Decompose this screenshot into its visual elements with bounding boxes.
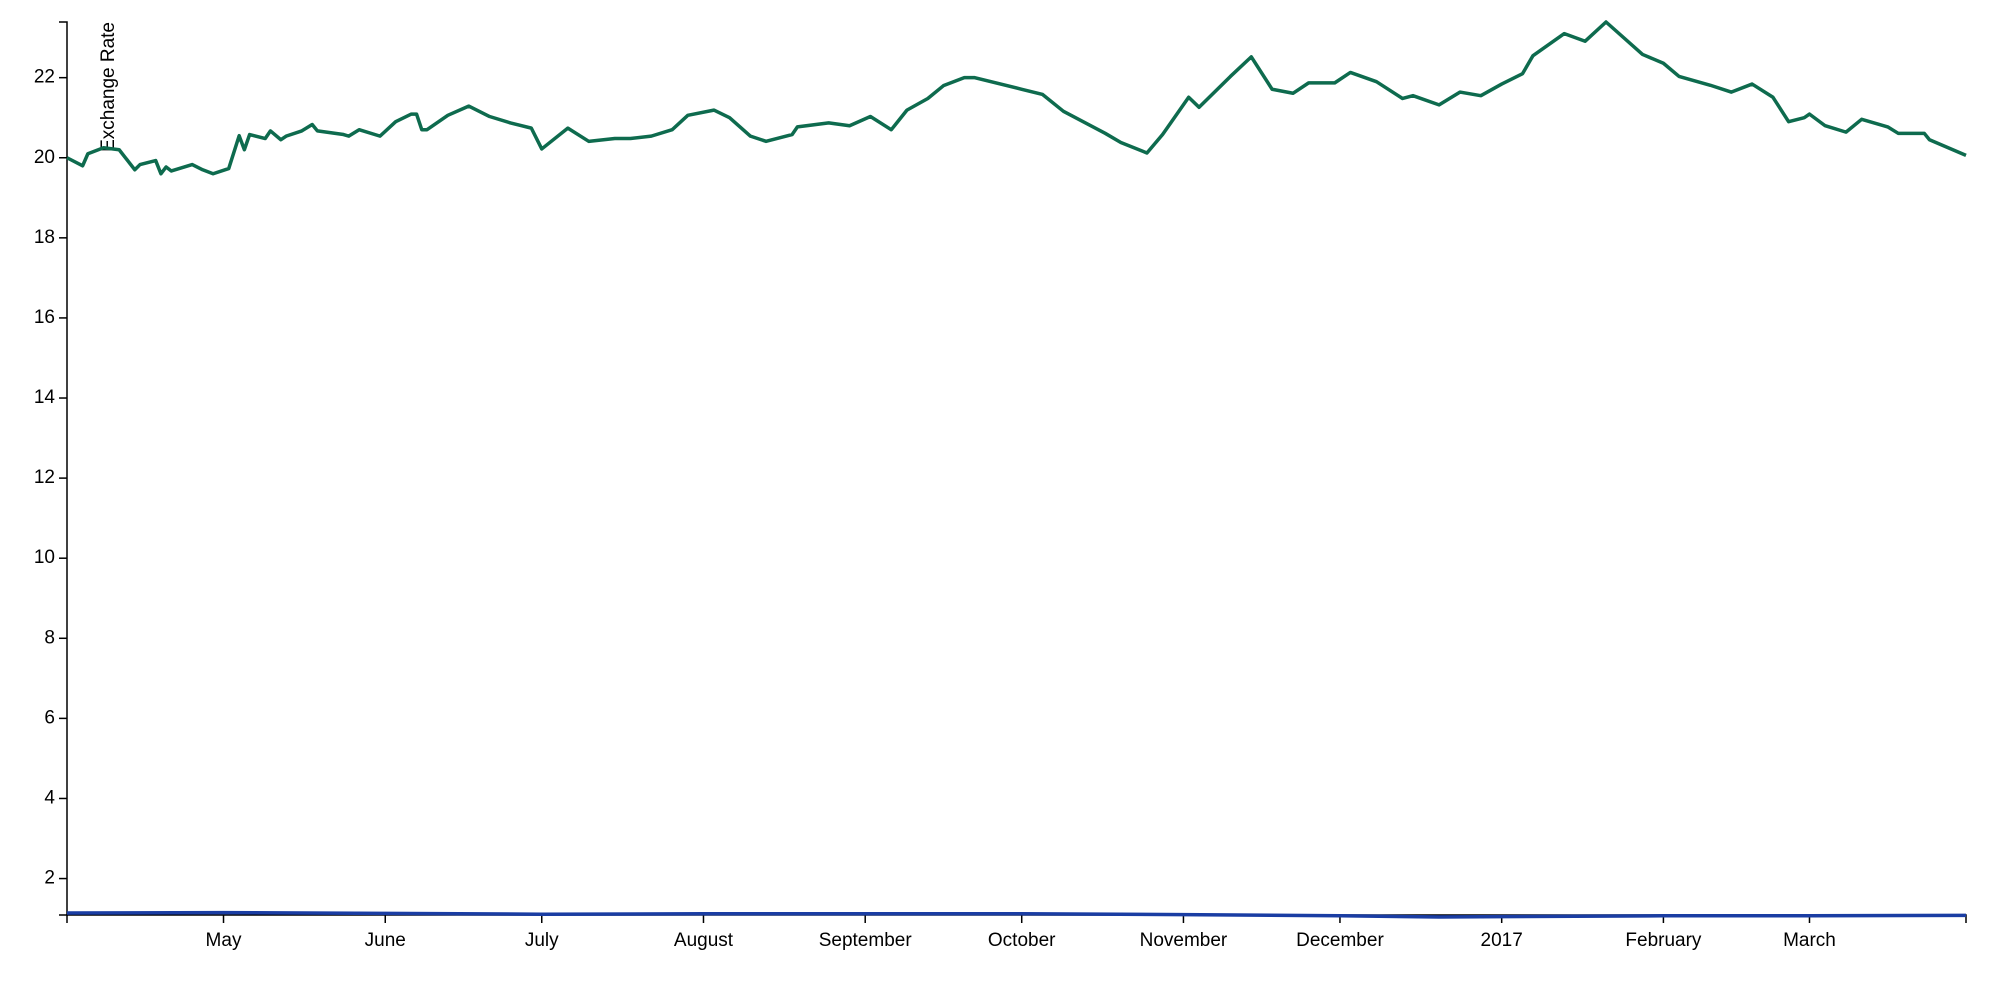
x-tick-label: 2017 [1481, 930, 1523, 951]
y-tick-label: 12 [34, 467, 55, 488]
x-tick-label: February [1625, 930, 1702, 951]
x-tick-label: July [525, 930, 559, 951]
x-tick-label: October [988, 930, 1056, 951]
y-tick-label: 2 [44, 868, 55, 889]
y-axis-label: Exchange Rate [98, 22, 119, 152]
x-tick-label: December [1296, 930, 1384, 951]
x-tick-label: June [365, 930, 406, 951]
y-tick-label: 10 [34, 547, 55, 568]
y-tick-label: 8 [44, 627, 55, 648]
x-tick-label: September [819, 930, 913, 951]
series-line [66, 20, 1967, 176]
x-tick-label: May [206, 930, 242, 951]
x-tick-label: November [1140, 930, 1228, 951]
series-line [66, 910, 1967, 919]
y-tick-label: 4 [44, 787, 55, 808]
y-tick-label: 20 [34, 147, 55, 168]
y-tick-label: 22 [34, 67, 55, 88]
y-tick-label: 16 [34, 307, 55, 328]
x-tick-label: March [1783, 930, 1836, 951]
y-tick-label: 14 [34, 387, 56, 408]
y-tick-label: 18 [34, 227, 55, 248]
x-tick-label: August [674, 930, 734, 951]
y-axis-line [59, 21, 68, 916]
y-tick-label: 6 [44, 707, 55, 728]
